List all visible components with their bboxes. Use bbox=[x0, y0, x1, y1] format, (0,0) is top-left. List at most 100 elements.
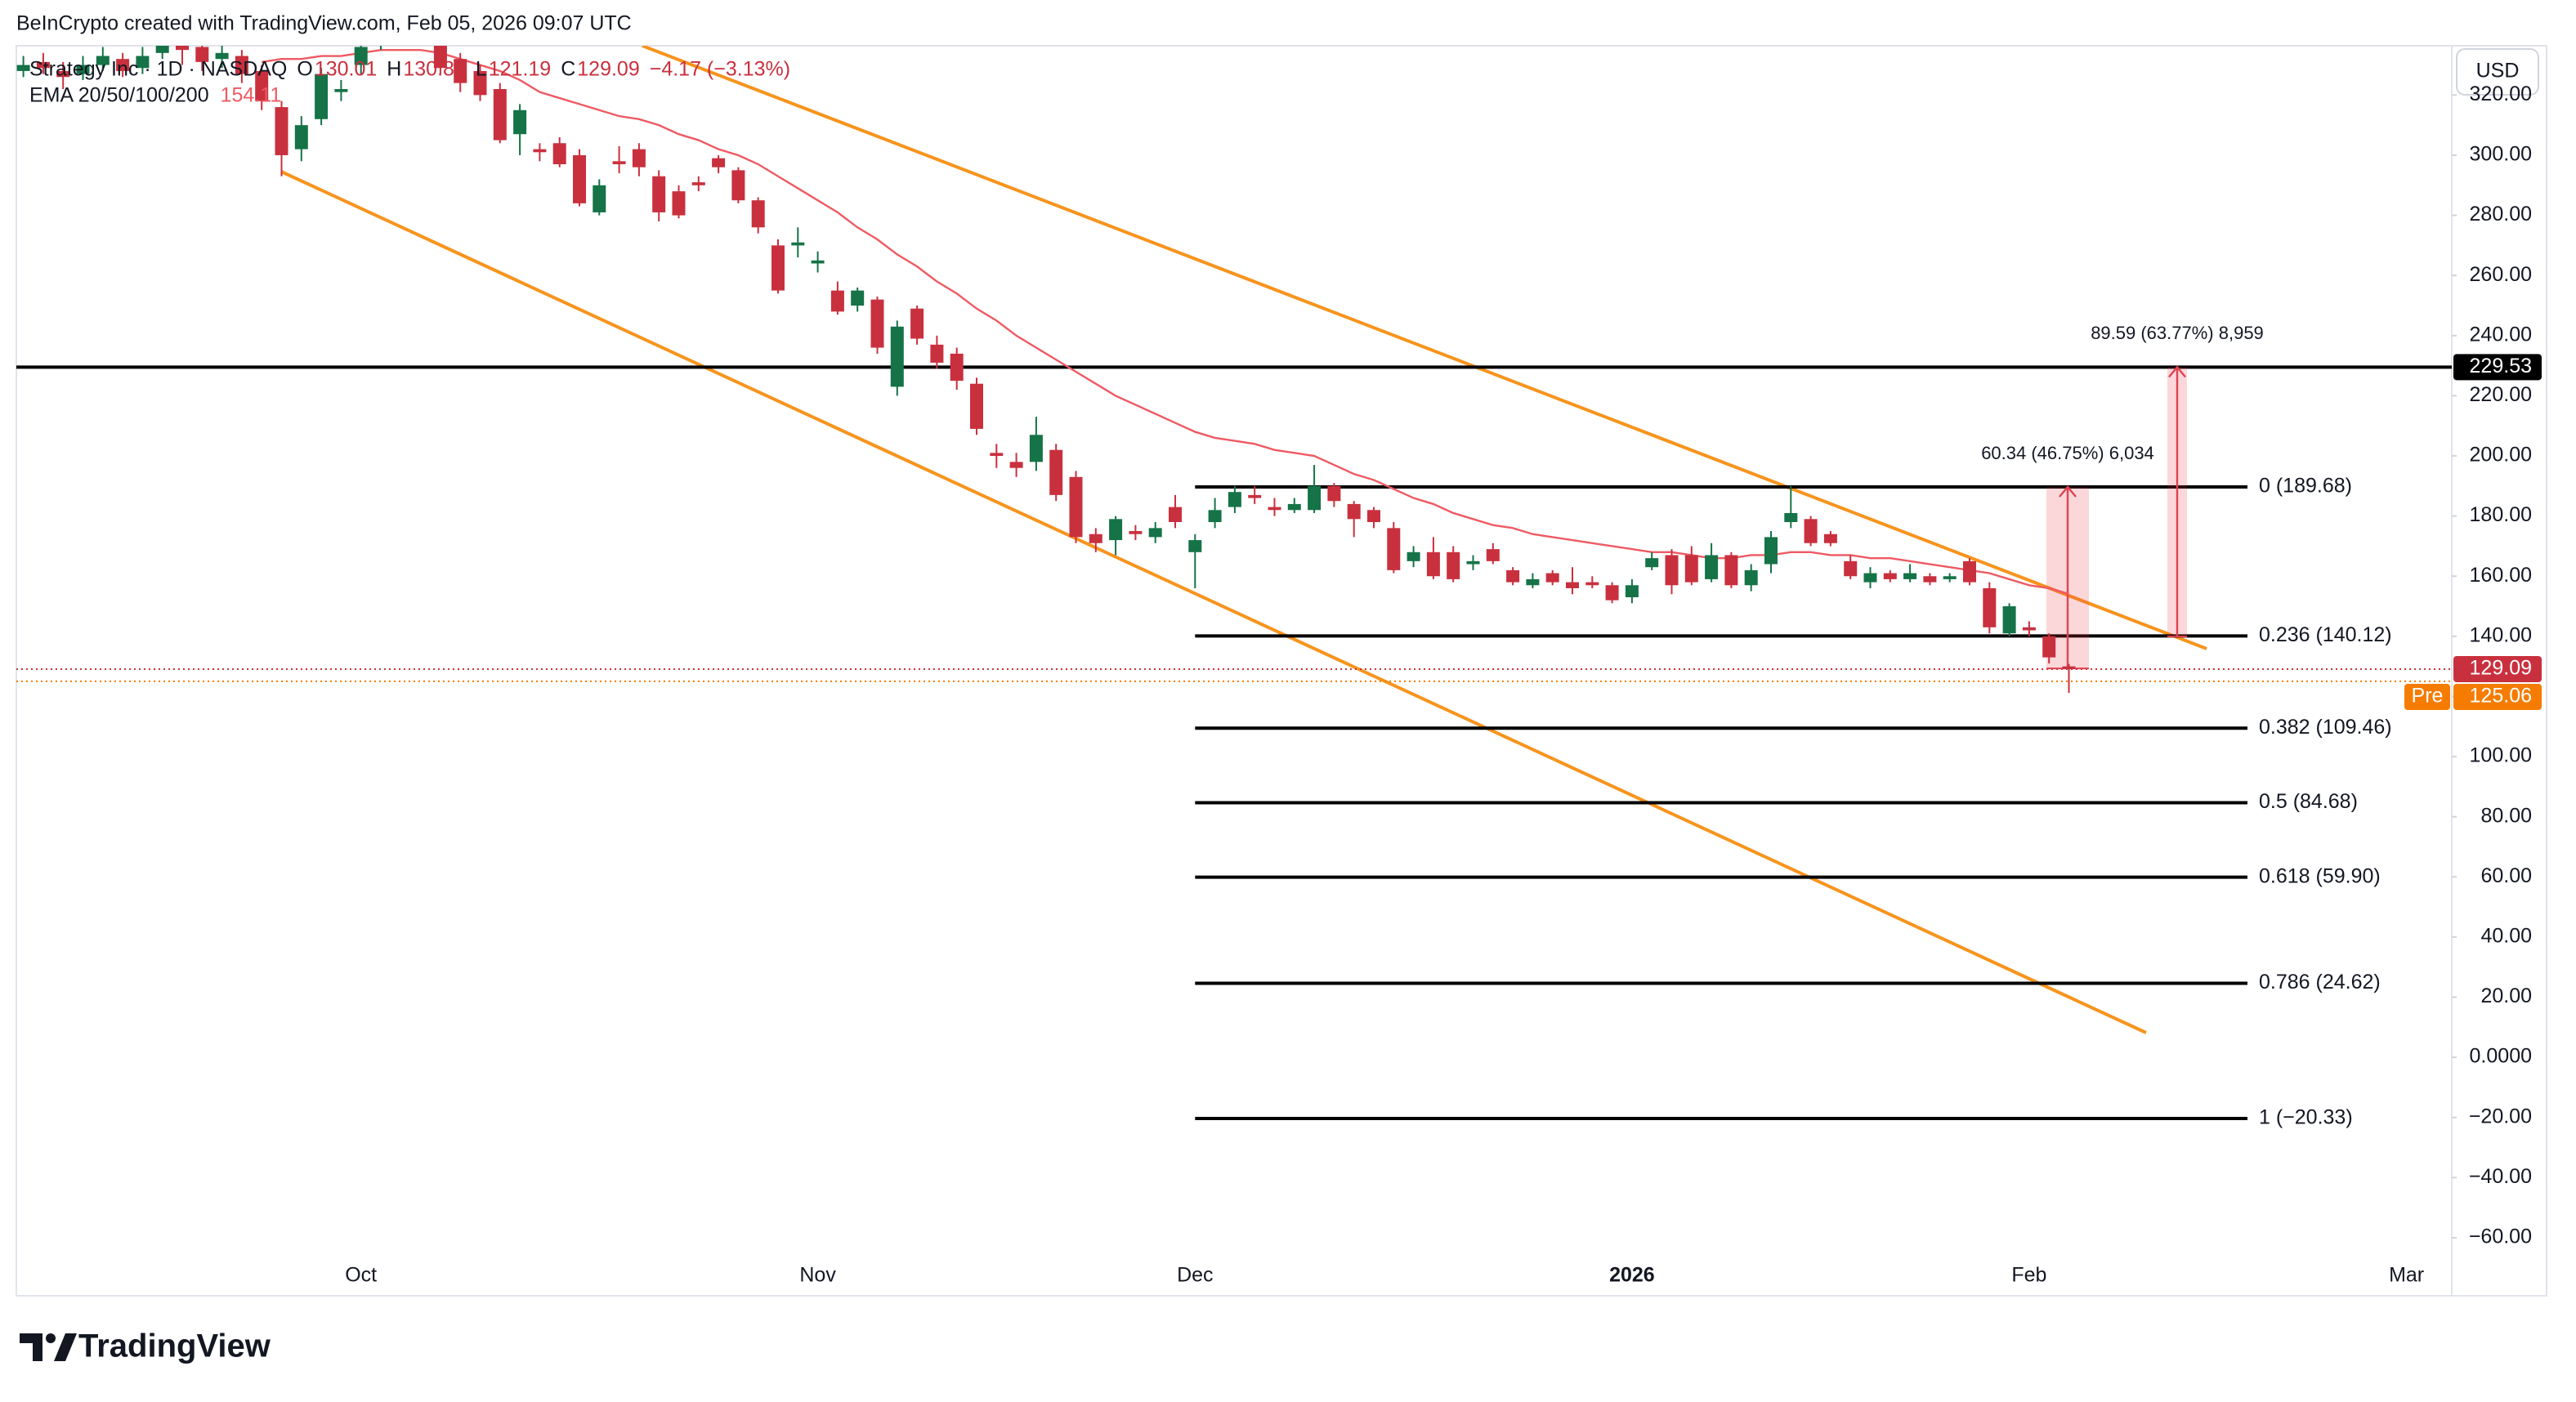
y-tick-label: 80.00 bbox=[2480, 804, 2532, 827]
candle-body bbox=[1705, 555, 1719, 579]
candle-body bbox=[235, 56, 248, 74]
measure-arrowhead bbox=[2059, 485, 2077, 498]
candle-body bbox=[1585, 582, 1599, 586]
legend-item: C bbox=[561, 58, 575, 81]
fib-label: 0.382 (109.46) bbox=[2259, 716, 2392, 739]
legend-item: O bbox=[297, 58, 312, 81]
y-tick-label: 180.00 bbox=[2470, 503, 2532, 526]
candle-body bbox=[195, 47, 209, 62]
candle-body bbox=[1486, 549, 1500, 561]
premarket-box bbox=[2453, 684, 2542, 711]
measure-label: 60.34 (46.75%) 6,034 bbox=[1981, 443, 2154, 463]
legend-item: 154.11 bbox=[221, 84, 282, 107]
candle-body bbox=[1049, 449, 1063, 495]
y-tick-label: 260.00 bbox=[2470, 263, 2532, 286]
candle-body bbox=[315, 74, 329, 119]
candle-body bbox=[1566, 582, 1579, 588]
legend-item: 130.01 bbox=[315, 58, 377, 81]
candle-body bbox=[1545, 573, 1559, 583]
channel-upper bbox=[642, 46, 2207, 650]
candle-body bbox=[652, 176, 666, 212]
candle-body bbox=[1665, 555, 1679, 586]
candle-body bbox=[791, 242, 805, 246]
measure-arrowhead bbox=[2168, 365, 2186, 378]
candle-body bbox=[593, 185, 606, 212]
candle-body bbox=[493, 88, 507, 141]
candle-body bbox=[255, 70, 269, 101]
candle-body bbox=[731, 170, 745, 201]
x-tick-label: Mar bbox=[2389, 1264, 2424, 1287]
x-tick-label: Nov bbox=[799, 1264, 836, 1287]
candle-body bbox=[1764, 537, 1778, 565]
last-price-box bbox=[2453, 656, 2542, 683]
candle-body bbox=[176, 46, 189, 51]
candle-body bbox=[870, 299, 884, 348]
candle-body bbox=[1724, 555, 1738, 586]
candle-body bbox=[1625, 585, 1639, 598]
currency[interactable]: USD bbox=[2476, 60, 2520, 83]
candle-body bbox=[970, 383, 983, 429]
candle-body bbox=[155, 46, 169, 53]
brand-logo: TradingView bbox=[20, 1328, 271, 1364]
fib-label: 0.786 (24.62) bbox=[2259, 971, 2381, 993]
candle-body bbox=[1188, 540, 1202, 552]
candle-body bbox=[1268, 507, 1281, 511]
legend-item: −4.17 (−3.13%) bbox=[650, 58, 790, 81]
candle-body bbox=[2022, 627, 2036, 631]
y-tick-label: 320.00 bbox=[2470, 83, 2532, 105]
premarket-tag-box bbox=[2404, 684, 2450, 711]
candle-body bbox=[1605, 585, 1619, 601]
candle-body bbox=[1407, 551, 1420, 561]
candle-body bbox=[1923, 576, 1937, 583]
candle-body bbox=[116, 59, 130, 71]
candle-body bbox=[136, 56, 150, 69]
candle-body bbox=[215, 52, 229, 60]
x-tick-label: Oct bbox=[345, 1264, 377, 1287]
candle-body bbox=[1029, 435, 1043, 462]
candle-body bbox=[533, 149, 547, 153]
logo-dot bbox=[46, 1333, 56, 1343]
y-tick-label: −40.00 bbox=[2469, 1165, 2532, 1188]
candle-body bbox=[1228, 492, 1241, 507]
candle-body bbox=[990, 453, 1004, 457]
candle-body bbox=[950, 353, 964, 382]
y-tick-label: 240.00 bbox=[2470, 323, 2532, 346]
candle-body bbox=[76, 65, 90, 74]
candle-body bbox=[552, 143, 566, 165]
candle-body bbox=[1903, 573, 1917, 579]
candle-body bbox=[1109, 519, 1123, 541]
y-tick-label: −20.00 bbox=[2469, 1105, 2532, 1127]
currency-button[interactable] bbox=[2456, 48, 2539, 96]
fib-label: 0.5 (84.68) bbox=[2259, 790, 2358, 813]
candle-body bbox=[2002, 606, 2016, 634]
premarket-label: 125.06 bbox=[2470, 685, 2532, 708]
candle-body bbox=[1823, 534, 1837, 543]
candle-body bbox=[1387, 528, 1401, 570]
fib-label: 0.618 (59.90) bbox=[2259, 864, 2381, 887]
candle-body bbox=[1447, 551, 1460, 579]
candle-body bbox=[354, 47, 368, 65]
candle-body bbox=[712, 158, 726, 167]
y-tick-label: 140.00 bbox=[2470, 623, 2532, 646]
y-tick-label: 280.00 bbox=[2470, 203, 2532, 225]
y-tick-label: 200.00 bbox=[2470, 444, 2532, 467]
y-tick-label: 0.0000 bbox=[2470, 1045, 2532, 1068]
candle-body bbox=[473, 70, 487, 96]
last-price-label: 129.09 bbox=[2470, 657, 2532, 680]
legend-item: 129.09 bbox=[577, 58, 639, 81]
candle-body bbox=[1308, 485, 1322, 511]
premarket-tag: Pre bbox=[2412, 685, 2444, 708]
candle-body bbox=[1784, 512, 1798, 522]
candle-body bbox=[672, 191, 686, 216]
fib-label: 1 (−20.33) bbox=[2259, 1106, 2353, 1129]
candle-body bbox=[454, 59, 467, 83]
y-tick-label: −60.00 bbox=[2469, 1226, 2532, 1248]
candle-body bbox=[1684, 555, 1698, 583]
candle-body bbox=[1744, 569, 1758, 586]
plot-area bbox=[16, 46, 2452, 1120]
candle-body bbox=[1287, 503, 1301, 511]
legend-item: EMA 20/50/100/200 bbox=[29, 84, 209, 107]
candle-body bbox=[890, 326, 904, 387]
candle-body bbox=[1883, 573, 1897, 579]
